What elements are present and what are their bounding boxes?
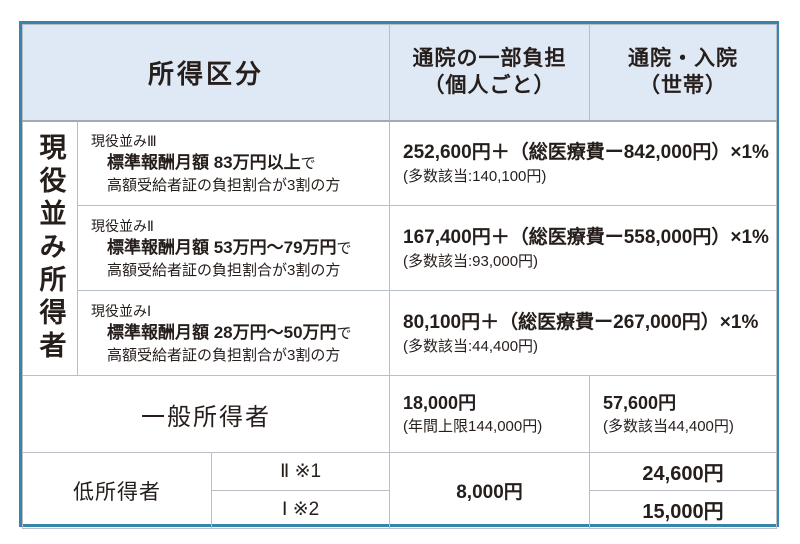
tier3-condition-suffix: で xyxy=(300,154,316,172)
low-income-tier2-label: Ⅱ ※1 xyxy=(210,452,391,491)
tier2-condition-cell: 現役並みⅡ 標準報酬月額 53万円～79万円で 高額受給者証の負担割合が3割の方 xyxy=(76,205,391,291)
tier3-amount-cell: 252,600円＋（総医療費ー842,000円）×1% (多数該当:140,10… xyxy=(389,120,778,206)
header-outpatient-line1: 通院の一部負担 xyxy=(412,47,567,71)
table-row-tier3: 現役並み所得者 現役並みⅢ 標準報酬月額 83万円以上で 高額受給者証の負担割合… xyxy=(22,120,778,376)
table-row-low2: 低所得者 Ⅱ ※1 8,000円 24,600円 xyxy=(22,452,778,529)
tier1-condition-suffix: で xyxy=(336,324,352,342)
header-income-category: 所得区分 xyxy=(21,24,391,122)
low-income-label: 低所得者 xyxy=(22,452,212,529)
active-income-vertical-label-cell: 現役並み所得者 xyxy=(22,120,78,376)
active-income-vertical-label: 現役並み所得者 xyxy=(35,132,66,364)
tier2-formula: 167,400円＋（総医療費ー558,000円）×1% xyxy=(403,226,769,248)
tier2-note: (多数該当:93,000円) xyxy=(403,252,539,270)
medical-burden-table: 所得区分 通院の一部負担 （個人ごと） 通院・入院 （世帯） 現役並み所得者 現… xyxy=(21,24,778,529)
general-outpatient-cell: 18,000円 (年間上限144,000円) xyxy=(389,375,591,453)
header-row: 所得区分 通院の一部負担 （個人ごと） 通院・入院 （世帯） xyxy=(21,24,778,122)
header-outpatient-line2: （個人ごと） xyxy=(423,74,556,98)
table-row-low1: Ⅰ ※2 15,000円 xyxy=(23,490,778,529)
general-outpatient-note: (年間上限144,000円) xyxy=(403,418,543,435)
tier3-condition-bold: 標準報酬月額 83万円以上 xyxy=(107,152,301,172)
tier1-note: (多数該当:44,400円) xyxy=(403,337,539,355)
tier2-name: 現役並みⅡ xyxy=(91,217,154,234)
low-income-tier1-label: Ⅰ ※2 xyxy=(210,490,391,529)
general-outpatient-amount: 18,000円 xyxy=(403,393,477,413)
tier3-condition-line2: 高額受給者証の負担割合が3割の方 xyxy=(107,176,341,194)
tier3-formula: 252,600円＋（総医療費ー842,000円）×1% xyxy=(403,141,769,163)
tier1-condition-line1: 標準報酬月額 28万円～50万円で xyxy=(79,321,389,345)
general-income-label: 一般所得者 xyxy=(21,375,391,453)
tier1-condition-line2: 高額受給者証の負担割合が3割の方 xyxy=(107,346,341,364)
tier2-condition-line2: 高額受給者証の負担割合が3割の方 xyxy=(107,261,341,279)
header-inpatient: 通院・入院 （世帯） xyxy=(589,24,778,122)
tier3-condition-line1: 標準報酬月額 83万円以上で xyxy=(79,151,389,175)
general-household-cell: 57,600円 (多数該当44,400円) xyxy=(589,375,778,453)
tier1-formula: 80,100円＋（総医療費ー267,000円）×1% xyxy=(403,311,759,333)
header-inpatient-line1: 通院・入院 xyxy=(628,47,739,71)
tier1-condition-cell: 現役並みⅠ 標準報酬月額 28万円～50万円で 高額受給者証の負担割合が3割の方 xyxy=(76,290,391,376)
tier2-condition-bold: 標準報酬月額 53万円～79万円 xyxy=(107,237,337,257)
header-inpatient-line2: （世帯） xyxy=(639,74,728,98)
low-income-tier2-household-amount: 24,600円 xyxy=(589,452,778,491)
general-household-note: (多数該当44,400円) xyxy=(603,418,734,435)
tier2-amount-cell: 167,400円＋（総医療費ー558,000円）×1% (多数該当:93,000… xyxy=(389,205,778,291)
general-household-amount: 57,600円 xyxy=(603,393,677,413)
tier2-condition-line1: 標準報酬月額 53万円～79万円で xyxy=(79,236,389,260)
low-income-outpatient-amount: 8,000円 xyxy=(389,452,591,529)
tier3-name: 現役並みⅢ xyxy=(91,132,157,149)
tier3-note: (多数該当:140,100円) xyxy=(403,167,547,185)
tier1-condition-bold: 標準報酬月額 28万円～50万円 xyxy=(107,322,337,342)
tier1-amount-cell: 80,100円＋（総医療費ー267,000円）×1% (多数該当:44,400円… xyxy=(389,290,778,376)
table-row-general: 一般所得者 18,000円 (年間上限144,000円) 57,600円 (多数… xyxy=(21,375,778,453)
tier2-condition-suffix: で xyxy=(336,239,352,257)
table-row-tier1: 現役並みⅠ 標準報酬月額 28万円～50万円で 高額受給者証の負担割合が3割の方… xyxy=(23,290,778,376)
table-row-tier2: 現役並みⅡ 標準報酬月額 53万円～79万円で 高額受給者証の負担割合が3割の方… xyxy=(23,205,778,291)
header-outpatient: 通院の一部負担 （個人ごと） xyxy=(389,24,591,122)
tier1-name: 現役並みⅠ xyxy=(91,302,152,319)
tier3-condition-cell: 現役並みⅢ 標準報酬月額 83万円以上で 高額受給者証の負担割合が3割の方 xyxy=(76,120,391,206)
low-income-tier1-household-amount: 15,000円 xyxy=(589,490,778,529)
burden-table-frame: 所得区分 通院の一部負担 （個人ごと） 通院・入院 （世帯） 現役並み所得者 現… xyxy=(19,21,779,529)
